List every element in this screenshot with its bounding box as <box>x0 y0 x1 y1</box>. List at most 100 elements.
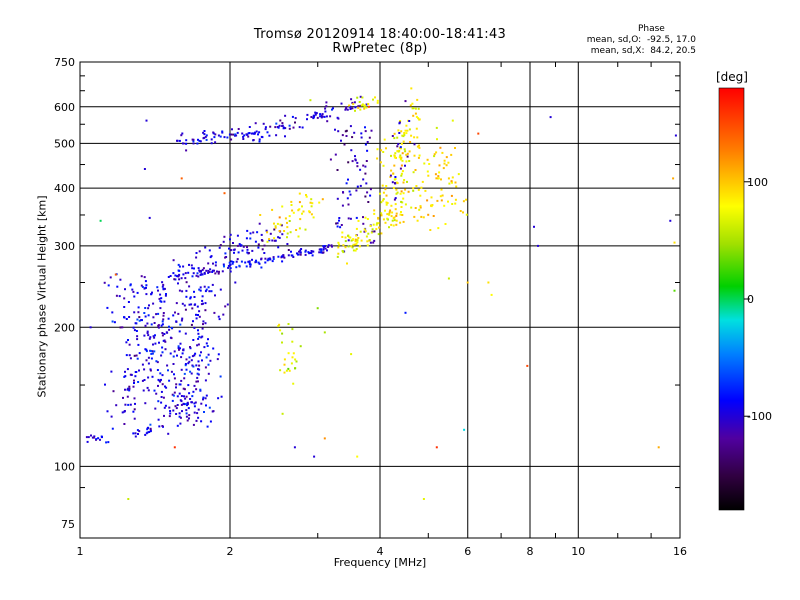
data-point <box>180 403 183 406</box>
data-point <box>447 277 450 280</box>
data-point <box>297 235 300 238</box>
data-point <box>269 232 272 235</box>
data-point <box>254 240 257 243</box>
data-point <box>277 126 280 129</box>
data-point <box>392 224 395 227</box>
data-point <box>244 261 247 264</box>
data-point <box>400 156 403 159</box>
data-point <box>454 181 457 184</box>
data-point <box>189 296 192 299</box>
data-point <box>189 398 192 400</box>
data-point <box>131 288 134 291</box>
data-point <box>334 128 336 131</box>
data-point <box>207 363 210 366</box>
data-point <box>173 446 176 449</box>
data-point <box>295 360 298 363</box>
data-point <box>414 169 417 171</box>
data-point <box>306 113 309 116</box>
data-point <box>364 195 367 198</box>
data-point <box>395 212 398 215</box>
data-point <box>204 135 207 138</box>
data-point <box>394 152 397 155</box>
data-point <box>204 366 207 369</box>
data-point <box>288 220 291 222</box>
data-point <box>169 352 172 355</box>
data-point <box>298 201 301 204</box>
data-point <box>408 150 411 153</box>
data-point <box>212 131 215 134</box>
data-point <box>347 161 350 164</box>
data-point <box>359 95 362 98</box>
data-point <box>144 402 147 405</box>
data-point <box>193 267 195 270</box>
data-point <box>417 117 420 120</box>
data-point <box>123 306 126 308</box>
data-point <box>435 446 438 449</box>
data-point <box>361 103 364 106</box>
data-point <box>203 130 206 132</box>
data-point <box>125 341 128 344</box>
data-point <box>146 428 149 431</box>
y-axis-label: Stationary phase Virtual Height [km] <box>35 195 49 398</box>
data-point <box>444 223 447 225</box>
data-point <box>380 214 383 217</box>
data-point <box>312 250 315 253</box>
data-point <box>358 101 361 103</box>
data-point <box>376 222 379 225</box>
data-point <box>192 339 195 341</box>
data-point <box>354 249 357 252</box>
data-point <box>213 311 216 314</box>
data-point <box>145 119 148 122</box>
data-point <box>437 177 440 180</box>
data-point <box>326 249 328 252</box>
data-point <box>247 260 250 263</box>
data-point <box>144 280 147 283</box>
data-point <box>277 255 280 258</box>
data-point <box>148 337 151 340</box>
data-point <box>381 184 384 187</box>
data-point <box>179 347 181 350</box>
data-point <box>162 287 165 290</box>
data-point <box>161 332 164 334</box>
data-point <box>402 135 405 138</box>
data-point <box>389 209 392 212</box>
data-point <box>423 162 426 165</box>
data-point <box>180 400 183 403</box>
data-point <box>410 206 413 209</box>
data-point <box>394 203 397 206</box>
data-point <box>300 248 303 250</box>
data-point <box>337 246 340 249</box>
data-point <box>188 414 191 417</box>
data-point <box>161 351 164 354</box>
data-point <box>323 331 326 334</box>
data-point <box>401 201 404 204</box>
data-point <box>403 134 406 136</box>
data-point <box>336 197 339 200</box>
data-point <box>435 126 438 129</box>
data-point <box>438 164 441 167</box>
data-point <box>209 268 212 271</box>
data-point <box>281 125 284 127</box>
data-point <box>393 154 396 157</box>
data-point <box>379 192 381 195</box>
data-point <box>372 98 374 101</box>
data-point <box>151 291 153 294</box>
data-point <box>210 142 213 145</box>
data-point <box>133 408 136 411</box>
data-point <box>181 317 184 320</box>
data-point <box>301 212 303 215</box>
data-point <box>178 289 181 292</box>
data-point <box>284 127 287 130</box>
data-point <box>338 219 340 222</box>
data-point <box>416 136 419 139</box>
data-point <box>305 194 307 196</box>
data-point <box>260 135 263 138</box>
data-point <box>414 107 417 110</box>
data-point <box>412 189 415 192</box>
y-tick-label: 300 <box>54 240 75 253</box>
data-point <box>228 261 231 264</box>
data-point <box>173 391 176 394</box>
data-point <box>191 275 194 278</box>
x-tick-label: 6 <box>464 545 471 558</box>
data-point <box>345 135 348 137</box>
